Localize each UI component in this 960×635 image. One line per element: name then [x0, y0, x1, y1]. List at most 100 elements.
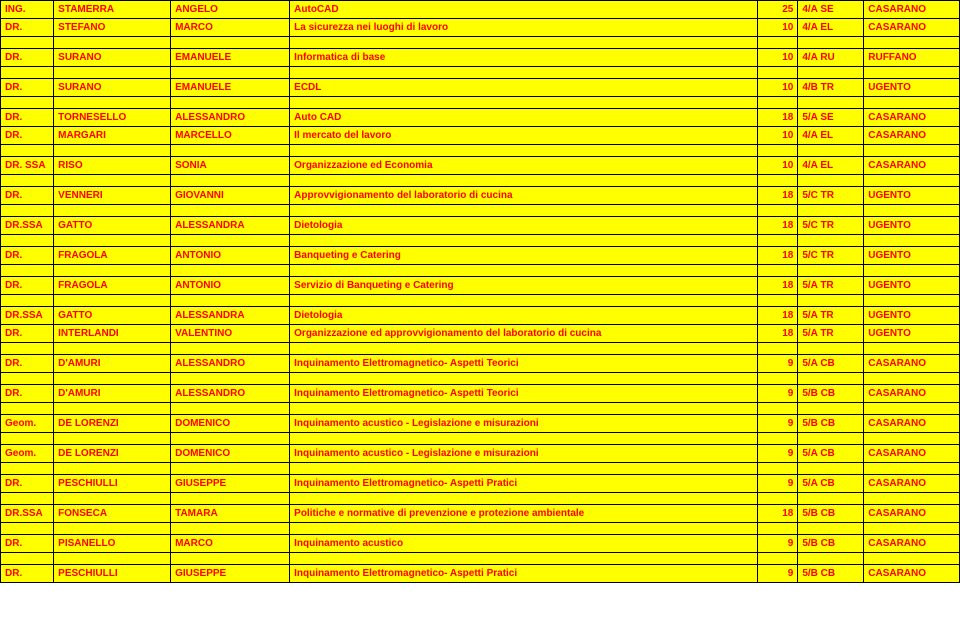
cell-col4: 9 [757, 385, 797, 403]
spacer-cell [290, 433, 758, 445]
spacer-row [1, 97, 960, 109]
spacer-row [1, 235, 960, 247]
spacer-row [1, 463, 960, 475]
spacer-cell [864, 265, 960, 277]
spacer-cell [1, 403, 54, 415]
cell-col3: AutoCAD [290, 1, 758, 19]
spacer-cell [864, 205, 960, 217]
spacer-cell [798, 523, 864, 535]
cell-col3: Inquinamento acustico [290, 535, 758, 553]
spacer-cell [1, 523, 54, 535]
cell-col5: 5/B CB [798, 415, 864, 433]
cell-col4: 9 [757, 475, 797, 493]
table-row: DR.FRAGOLAANTONIOServizio di Banqueting … [1, 277, 960, 295]
cell-col2: SONIA [171, 157, 290, 175]
table-row: DR.SURANOEMANUELEECDL104/B TRUGENTO [1, 79, 960, 97]
table-row: DR.MARGARIMARCELLOIl mercato del lavoro1… [1, 127, 960, 145]
cell-col6: UGENTO [864, 277, 960, 295]
cell-col1: FRAGOLA [54, 247, 171, 265]
spacer-row [1, 433, 960, 445]
cell-col2: ALESSANDRA [171, 217, 290, 235]
spacer-cell [864, 523, 960, 535]
cell-col4: 18 [757, 277, 797, 295]
table-row: DR.PESCHIULLIGIUSEPPEInquinamento Elettr… [1, 565, 960, 583]
cell-col5: 4/A EL [798, 127, 864, 145]
cell-col4: 9 [757, 355, 797, 373]
cell-col1: GATTO [54, 307, 171, 325]
spacer-row [1, 295, 960, 307]
spacer-cell [1, 235, 54, 247]
cell-col0: DR. [1, 355, 54, 373]
spacer-cell [171, 493, 290, 505]
spacer-row [1, 37, 960, 49]
table-row: DR.D'AMURIALESSANDROInquinamento Elettro… [1, 385, 960, 403]
spacer-row [1, 145, 960, 157]
cell-col1: SURANO [54, 79, 171, 97]
spacer-cell [171, 433, 290, 445]
cell-col3: Servizio di Banqueting e Catering [290, 277, 758, 295]
cell-col3: La sicurezza nei luoghi di lavoro [290, 19, 758, 37]
spacer-cell [757, 205, 797, 217]
cell-col2: GIOVANNI [171, 187, 290, 205]
cell-col1: STEFANO [54, 19, 171, 37]
spacer-cell [54, 403, 171, 415]
spacer-cell [798, 373, 864, 385]
cell-col5: 4/A EL [798, 19, 864, 37]
spacer-cell [1, 373, 54, 385]
cell-col3: Auto CAD [290, 109, 758, 127]
cell-col0: DR. [1, 49, 54, 67]
cell-col2: ALESSANDRO [171, 109, 290, 127]
cell-col0: DR. [1, 385, 54, 403]
spacer-cell [290, 235, 758, 247]
spacer-cell [1, 493, 54, 505]
cell-col6: CASARANO [864, 505, 960, 523]
cell-col1: MARGARI [54, 127, 171, 145]
spacer-cell [757, 295, 797, 307]
table-row: DR.D'AMURIALESSANDROInquinamento Elettro… [1, 355, 960, 373]
spacer-cell [864, 235, 960, 247]
data-table: ING.STAMERRAANGELOAutoCAD254/A SECASARAN… [0, 0, 960, 583]
spacer-cell [798, 37, 864, 49]
cell-col5: 5/C TR [798, 187, 864, 205]
spacer-cell [54, 553, 171, 565]
cell-col0: DR. [1, 247, 54, 265]
cell-col2: TAMARA [171, 505, 290, 523]
cell-col6: UGENTO [864, 187, 960, 205]
cell-col0: ING. [1, 1, 54, 19]
cell-col1: RISO [54, 157, 171, 175]
spacer-cell [757, 553, 797, 565]
cell-col2: ALESSANDRO [171, 355, 290, 373]
cell-col4: 10 [757, 49, 797, 67]
spacer-cell [1, 295, 54, 307]
cell-col0: DR.SSA [1, 505, 54, 523]
spacer-cell [290, 295, 758, 307]
cell-col0: DR. [1, 187, 54, 205]
cell-col3: Dietologia [290, 217, 758, 235]
cell-col1: DE LORENZI [54, 415, 171, 433]
cell-col0: DR. [1, 19, 54, 37]
spacer-cell [54, 373, 171, 385]
cell-col0: DR.SSA [1, 307, 54, 325]
spacer-row [1, 67, 960, 79]
cell-col2: ALESSANDRO [171, 385, 290, 403]
cell-col4: 25 [757, 1, 797, 19]
spacer-cell [54, 433, 171, 445]
spacer-cell [171, 265, 290, 277]
cell-col6: CASARANO [864, 475, 960, 493]
spacer-cell [757, 37, 797, 49]
spacer-cell [864, 97, 960, 109]
cell-col2: ALESSANDRA [171, 307, 290, 325]
cell-col2: EMANUELE [171, 79, 290, 97]
spacer-cell [864, 67, 960, 79]
spacer-cell [864, 463, 960, 475]
cell-col0: DR. [1, 79, 54, 97]
spacer-cell [798, 343, 864, 355]
cell-col3: Inquinamento acustico - Legislazione e m… [290, 415, 758, 433]
spacer-cell [798, 235, 864, 247]
cell-col1: D'AMURI [54, 355, 171, 373]
spacer-cell [864, 403, 960, 415]
spacer-cell [171, 97, 290, 109]
spacer-cell [864, 295, 960, 307]
cell-col6: CASARANO [864, 355, 960, 373]
cell-col4: 18 [757, 307, 797, 325]
